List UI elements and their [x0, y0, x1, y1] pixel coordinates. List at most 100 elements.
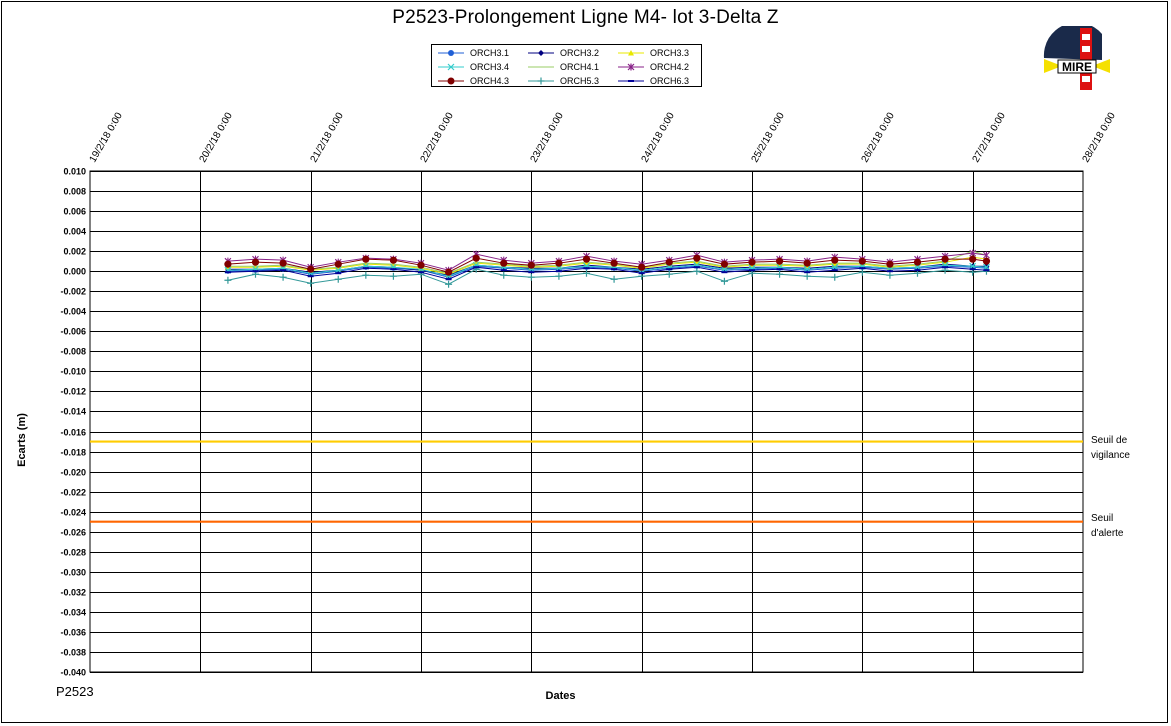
legend-swatch: [438, 63, 464, 71]
y-tick-label: -0.028: [60, 548, 86, 558]
data-point: [886, 271, 894, 279]
data-point: [307, 279, 315, 287]
data-point: [969, 249, 977, 257]
data-point: [334, 275, 342, 283]
data-point: [803, 272, 811, 280]
data-point: [983, 251, 990, 259]
data-point: [224, 276, 232, 284]
data-point: [279, 259, 287, 267]
data-point: [500, 271, 508, 279]
y-tick-label: -0.040: [60, 668, 86, 678]
legend-label: ORCH5.3: [560, 76, 600, 86]
legend-label: ORCH4.1: [560, 62, 600, 72]
x-tick-label: 24/2/18 0:00: [640, 110, 678, 164]
data-point: [389, 272, 397, 280]
data-point: [224, 260, 232, 268]
data-point: [886, 260, 894, 268]
y-tick-label: -0.004: [60, 307, 86, 317]
x-tick-label: 23/2/18 0:00: [529, 110, 567, 164]
y-tick-label: -0.014: [60, 407, 86, 417]
y-tick-label: -0.010: [60, 367, 86, 377]
data-point: [583, 269, 590, 277]
data-point: [362, 271, 370, 279]
logo-text: MIRE: [1062, 60, 1092, 74]
y-tick-label: -0.030: [60, 568, 86, 578]
data-point: [858, 257, 866, 265]
legend-swatch: [528, 77, 554, 85]
legend-label: ORCH4.2: [650, 62, 690, 72]
legend-label: ORCH6.3: [650, 76, 690, 86]
threshold-label-alerte: Seuil d'alerte: [1091, 511, 1161, 541]
legend-swatch: [618, 80, 644, 82]
x-tick-label: 25/2/18 0:00: [750, 110, 788, 164]
data-point: [982, 267, 990, 275]
data-point: [334, 266, 342, 274]
data-point: [334, 260, 342, 268]
threshold-label-alerte-line2: d'alerte: [1091, 528, 1124, 539]
data-point: [472, 254, 480, 262]
data-point: [555, 272, 563, 280]
legend-label: ORCH3.3: [650, 48, 690, 58]
data-point: [803, 265, 811, 273]
legend-swatch: [618, 63, 644, 71]
data-point: [417, 261, 425, 269]
y-tick-label: 0.010: [63, 167, 86, 177]
y-tick-label: -0.034: [60, 608, 86, 618]
data-point: [914, 263, 921, 271]
x-tick-label: 21/2/18 0:00: [309, 110, 347, 164]
data-point: [527, 261, 535, 269]
x-tick-label: 19/2/18 0:00: [88, 110, 126, 164]
y-tick-label: -0.024: [60, 508, 86, 518]
data-point: [720, 277, 728, 285]
data-point: [831, 256, 839, 264]
legend-label: ORCH3.4: [470, 62, 510, 72]
data-point: [444, 268, 453, 276]
data-point: [610, 259, 618, 267]
logo-yellow-arrow-left: [1044, 59, 1062, 73]
data-point: [500, 259, 508, 267]
data-point: [969, 255, 977, 263]
threshold-label-vigilance-line2: vigilance: [1091, 450, 1130, 461]
data-point: [251, 258, 260, 266]
x-tick-label: 26/2/18 0:00: [860, 110, 898, 164]
data-point: [941, 255, 949, 263]
data-point: [831, 263, 839, 271]
x-tick-label: 28/2/18 0:00: [1081, 110, 1119, 164]
y-tick-label: -0.026: [60, 528, 86, 538]
threshold-label-vigilance: Seuil de vigilance: [1091, 433, 1161, 463]
y-tick-label: -0.020: [60, 468, 86, 478]
data-point: [582, 255, 591, 263]
data-point: [555, 259, 563, 267]
chart-title: P2523-Prolongement Ligne M4- lot 3-Delta…: [392, 7, 779, 28]
x-tick-label: 22/2/18 0:00: [419, 110, 457, 164]
legend-swatch: [528, 50, 554, 56]
data-point: [279, 273, 287, 281]
data-point: [858, 268, 866, 276]
data-point: [969, 262, 977, 270]
legend-label: ORCH3.2: [560, 48, 600, 58]
y-tick-label: -0.038: [60, 648, 86, 658]
legend-swatch: [618, 50, 644, 56]
data-point: [983, 263, 990, 270]
logo-yellow-arrow-right: [1092, 59, 1110, 73]
y-tick-label: -0.002: [60, 287, 86, 297]
data-point: [803, 259, 811, 267]
x-tick-label: 20/2/18 0:00: [198, 110, 236, 164]
data-point: [982, 257, 991, 265]
mire-logo: MIRE: [1042, 26, 1112, 92]
chart-legend: ORCH3.1 ORCH3.2 ORCH3.3 ORCH3.4 ORCH4.1 ORCH4…: [431, 44, 702, 87]
project-code: P2523: [56, 684, 94, 699]
data-point: [775, 257, 784, 265]
y-tick-label: 0.000: [63, 267, 86, 277]
y-tick-label: 0.006: [63, 207, 86, 217]
data-point: [665, 258, 673, 266]
data-point: [555, 264, 563, 272]
logo-red-staff: [1080, 28, 1092, 90]
data-point: [389, 256, 398, 264]
legend-swatch: [528, 66, 554, 68]
x-tick-label: 27/2/18 0:00: [971, 110, 1009, 164]
legend-label: ORCH4.3: [470, 76, 510, 86]
data-point: [831, 273, 839, 281]
